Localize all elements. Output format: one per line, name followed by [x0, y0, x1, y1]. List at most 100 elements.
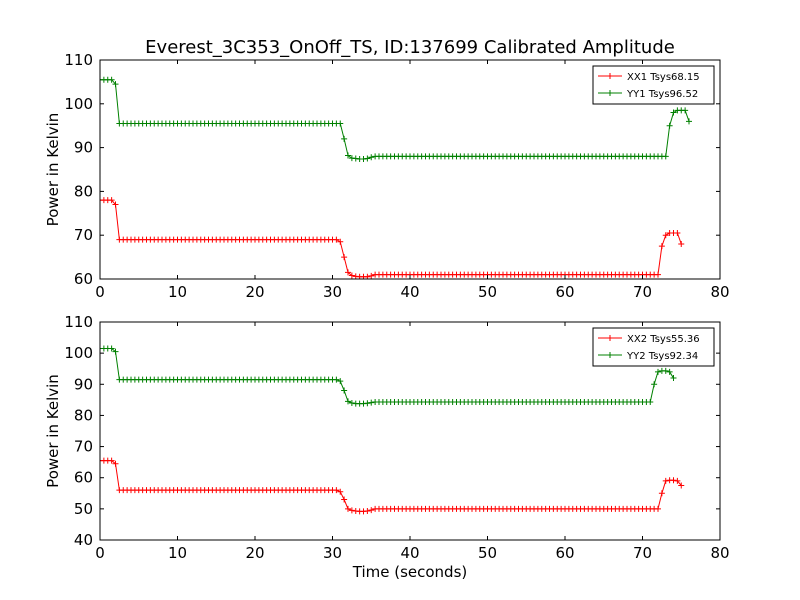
- y-tick-label: 60: [74, 469, 93, 487]
- data-point: [364, 400, 371, 407]
- data-point: [686, 118, 692, 125]
- data-point: [341, 254, 348, 261]
- data-point: [368, 399, 375, 406]
- y-axis-label: Power in Kelvin: [44, 113, 62, 227]
- legend-label: YY1 Tsys96.52: [626, 89, 698, 100]
- plot-panel-2: 0 10 20 30 40 50 60 70 80 40 50 60 70 80 90 100 110 Power…: [44, 313, 730, 581]
- data-point: [341, 387, 348, 394]
- data-point: [337, 488, 344, 495]
- y-tick-label: 50: [74, 500, 93, 518]
- legend-label: XX1 Tsys68.15: [627, 72, 700, 83]
- data-point: [112, 460, 119, 467]
- data-point: [108, 197, 115, 204]
- data-point: [345, 152, 351, 159]
- data-point: [655, 505, 661, 512]
- data-point: [108, 76, 115, 83]
- y-tick-label: 90: [74, 139, 93, 157]
- x-tick-label: 20: [245, 544, 264, 562]
- series-1: [100, 457, 685, 515]
- x-tick-label: 40: [400, 544, 419, 562]
- legend: XX1 Tsys68.15 YY1 Tsys96.52: [592, 65, 715, 105]
- legend-marker: [607, 335, 613, 341]
- data-point: [678, 240, 685, 247]
- data-point: [655, 368, 661, 375]
- legend-marker: [607, 352, 613, 358]
- legend-entry: XX2 Tsys55.36: [598, 334, 700, 345]
- data-point: [651, 381, 658, 388]
- y-tick-label: 100: [64, 344, 93, 362]
- panels: 0 10 20 30 40 50 60 70 80 60 70 80 90 100 110 Power in …: [44, 51, 730, 581]
- y-tick-label: 70: [74, 438, 93, 456]
- legend-entry: YY1 Tsys96.52: [598, 89, 698, 100]
- y-axis-label: Power in Kelvin: [44, 374, 62, 488]
- data-point: [333, 487, 340, 494]
- data-point: [670, 375, 677, 382]
- y-tick-label: 100: [64, 95, 93, 113]
- chart-title: Everest_3C353_OnOff_TS, ID:137699 Calibr…: [145, 37, 675, 58]
- data-point: [333, 236, 340, 243]
- data-point: [345, 505, 351, 512]
- y-tick-label: 110: [64, 313, 93, 331]
- legend-entry: YY2 Tsys92.34: [598, 351, 698, 362]
- x-tick-label: 60: [555, 283, 574, 301]
- x-axis-label: Time (seconds): [352, 563, 468, 581]
- plot-panel-1: 0 10 20 30 40 50 60 70 80 60 70 80 90 100 110 Power in …: [44, 51, 730, 301]
- y-tick-label: 90: [74, 375, 93, 393]
- legend: XX2 Tsys55.36 YY2 Tsys92.34: [592, 327, 715, 367]
- y-tick-label: 40: [74, 531, 93, 549]
- data-point: [662, 477, 669, 484]
- data-point: [368, 154, 375, 161]
- data-point: [674, 477, 681, 484]
- data-point: [341, 135, 348, 142]
- data-point: [337, 378, 344, 385]
- data-point: [108, 345, 115, 352]
- data-point: [647, 399, 654, 406]
- data-point: [658, 243, 665, 250]
- legend-marker: [607, 90, 613, 96]
- data-point: [670, 109, 677, 116]
- x-tick-label: 70: [633, 283, 652, 301]
- x-tick-label: 80: [710, 283, 729, 301]
- data-point: [348, 399, 355, 406]
- series-1: [100, 197, 685, 279]
- data-point: [345, 398, 351, 405]
- data-point: [345, 269, 351, 276]
- y-tick-label: 110: [64, 51, 93, 69]
- legend-box: [592, 327, 715, 367]
- data-point: [368, 272, 375, 279]
- legend-label: YY2 Tsys92.34: [626, 351, 698, 362]
- y-tick-label: 60: [74, 270, 93, 288]
- data-point: [364, 508, 371, 515]
- data-point: [112, 201, 119, 208]
- data-point: [112, 348, 119, 355]
- legend-box: [592, 65, 715, 105]
- data-point: [658, 490, 665, 497]
- data-point: [670, 477, 677, 484]
- data-point: [348, 507, 355, 514]
- x-tick-label: 0: [95, 283, 105, 301]
- data-point: [337, 120, 344, 127]
- series-2: [100, 345, 677, 407]
- y-tick-label: 80: [74, 182, 93, 200]
- data-point: [662, 153, 669, 160]
- data-point: [337, 238, 344, 245]
- x-tick-label: 10: [168, 283, 187, 301]
- data-point: [364, 155, 371, 162]
- legend-entry: XX1 Tsys68.15: [598, 72, 700, 83]
- x-tick-label: 50: [478, 544, 497, 562]
- x-tick-label: 50: [478, 283, 497, 301]
- data-point: [666, 122, 673, 129]
- data-point: [678, 482, 685, 489]
- data-point: [108, 457, 115, 464]
- y-tick-label: 80: [74, 406, 93, 424]
- data-point: [348, 272, 355, 279]
- data-point: [341, 496, 348, 503]
- data-point: [368, 507, 375, 514]
- data-point: [666, 368, 673, 375]
- x-tick-label: 30: [323, 544, 342, 562]
- data-point: [662, 232, 669, 239]
- x-tick-label: 20: [245, 283, 264, 301]
- data-point: [655, 271, 661, 278]
- x-tick-label: 70: [633, 544, 652, 562]
